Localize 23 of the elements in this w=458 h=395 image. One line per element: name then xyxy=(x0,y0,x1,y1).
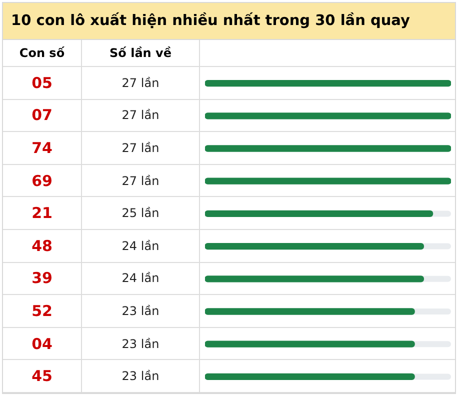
data-label: 27 lần xyxy=(122,108,160,122)
data-label: 25 lần xyxy=(122,206,160,220)
y-tick-label: 21 xyxy=(32,204,52,222)
y-tick-label: 05 xyxy=(32,74,52,92)
data-label: 24 lần xyxy=(122,271,160,286)
y-axis-title: Con số xyxy=(19,46,65,60)
y-tick-label: 52 xyxy=(32,302,52,320)
y-tick-label: 45 xyxy=(32,367,52,386)
y-tick-label: 48 xyxy=(32,236,52,255)
y-tick-label: 39 xyxy=(32,269,52,288)
data-label: 27 lần xyxy=(122,174,160,188)
data-label: 23 lần xyxy=(122,369,160,384)
y-tick-label: 74 xyxy=(32,138,52,157)
data-label: 27 lần xyxy=(122,76,160,90)
chart-title: 10 con lô xuất hiện nhiều nhất trong 30 lần quay xyxy=(3,3,455,40)
y-tick-label: 69 xyxy=(32,172,52,190)
data-label: 23 lần xyxy=(122,304,160,318)
data-label: 23 lần xyxy=(122,336,160,351)
y-tick-label: 07 xyxy=(32,106,52,124)
data-label: 24 lần xyxy=(122,238,160,253)
x-axis-title: Số lần về xyxy=(110,46,172,60)
data-label: 27 lần xyxy=(122,140,160,155)
y-tick-label: 04 xyxy=(32,334,52,353)
